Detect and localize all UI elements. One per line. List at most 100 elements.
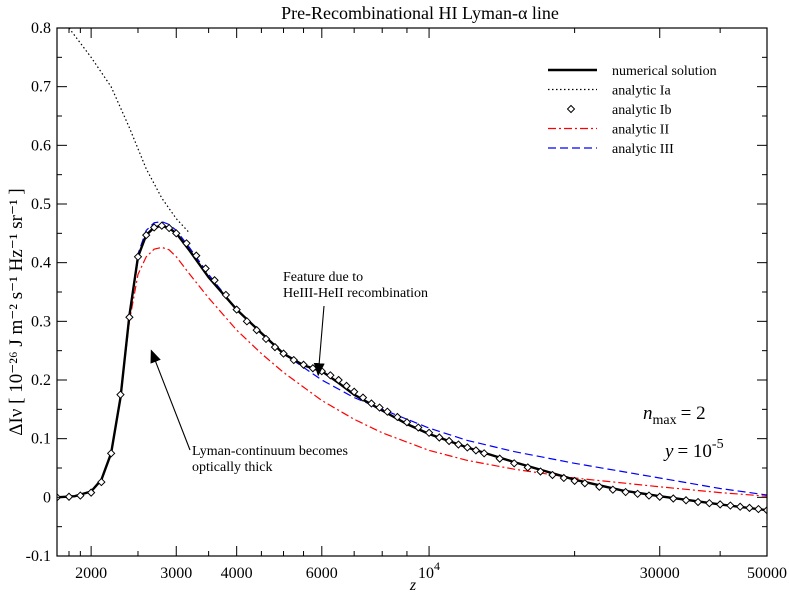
data-point-analytic-ib [444, 436, 454, 446]
y-tick-label-6: 0.5 [31, 196, 51, 213]
data-point-analytic-ib [261, 334, 271, 344]
legend-label-analytic-ia: analytic Ia [612, 84, 671, 99]
data-point-analytic-ib [133, 252, 143, 262]
data-point-analytic-ib [655, 492, 664, 501]
data-point-analytic-ib [548, 470, 557, 480]
data-point-analytic-ib [164, 223, 174, 233]
legend-marker-analytic-ib [566, 104, 576, 114]
data-point-analytic-ib [279, 349, 288, 358]
y-tick-label-4: 0.3 [31, 313, 51, 330]
data-point-analytic-ib [509, 459, 519, 468]
annotation-lyman-line-1: optically thick [192, 460, 272, 475]
legend-label-analytic-iii: analytic III [612, 142, 674, 157]
nmax-symbol: n [643, 403, 653, 424]
annotation-lyman-line-0: Lyman-continuum becomes [192, 444, 348, 459]
y-value: = 10 [677, 441, 711, 462]
data-point-analytic-ib [299, 360, 308, 369]
x-tick-exponent: 4 [434, 559, 440, 573]
x-tick-label-1: 3000 [160, 565, 192, 582]
data-point-analytic-ib [252, 325, 261, 335]
annotation-helium-line-1: HeIII-HeII recombination [283, 286, 428, 301]
parameter-y: y = 10-5 [663, 437, 724, 462]
legend-label-analytic-ii: analytic II [612, 123, 669, 138]
data-point-analytic-ib [559, 473, 569, 483]
data-point-analytic-ib [232, 305, 241, 314]
y-tick-label-1: 0 [43, 489, 51, 506]
data-point-analytic-ib [570, 476, 579, 486]
y-tick-label-3: 0.2 [31, 372, 51, 389]
x-tick-label-5: 30000 [640, 565, 680, 582]
data-point-analytic-ib [221, 290, 231, 300]
data-point-analytic-ib [735, 502, 745, 511]
x-tick-label-6: 50000 [747, 565, 787, 582]
data-point-analytic-ib [580, 479, 590, 488]
data-point-analytic-ib [142, 230, 151, 240]
data-point-analytic-ib [715, 500, 725, 509]
svg-text:y= 10-5: y = 10-5 [663, 437, 724, 462]
series-numerical-solution [57, 224, 767, 512]
data-point-analytic-ib [608, 485, 618, 494]
y-tick-label-5: 0.4 [31, 255, 51, 272]
series-analytic-ib [57, 221, 767, 515]
data-point-analytic-ib [116, 390, 125, 399]
data-point-analytic-ib [64, 492, 74, 501]
nmax-value: = 2 [681, 403, 706, 424]
data-point-analytic-ib [669, 494, 678, 503]
legend: numerical solution analytic Ia analytic Ib… [548, 64, 717, 157]
parameter-nmax: nmax = 2 [643, 403, 706, 428]
data-point-analytic-ib [495, 454, 504, 463]
data-point-analytic-ib [705, 498, 714, 508]
data-point-analytic-ib [201, 264, 210, 273]
data-point-analytic-ib [182, 239, 191, 248]
y-tick-label-2: 0.1 [31, 431, 51, 448]
data-point-analytic-ib [762, 506, 767, 515]
data-point-analytic-ib [86, 488, 96, 497]
data-point-analytic-ib [393, 412, 402, 422]
data-point-analytic-ib [745, 503, 754, 513]
data-point-analytic-ib [97, 477, 106, 487]
data-point-analytic-ib [414, 423, 423, 432]
data-point-analytic-ib [358, 393, 368, 402]
y-exponent: -5 [712, 437, 724, 452]
series-analytic-iii [57, 220, 767, 498]
data-point-analytic-ib [754, 504, 763, 514]
data-point-analytic-ib [479, 449, 489, 458]
annotation-helium-arrow [313, 305, 325, 377]
annotation-lyman-arrow [150, 349, 191, 451]
y-symbol: y [663, 441, 674, 462]
data-point-analytic-ib [424, 428, 434, 438]
data-point-analytic-ib [463, 443, 472, 452]
data-point-analytic-ib [210, 276, 219, 285]
data-point-analytic-ib [681, 496, 691, 505]
data-point-analytic-ib [270, 342, 280, 352]
data-point-analytic-ib [172, 229, 181, 238]
data-point-analytic-ib [471, 446, 481, 455]
x-axis-label: z [409, 577, 417, 594]
data-point-analytic-ib [693, 497, 703, 507]
x-tick-label-0: 2000 [75, 565, 107, 582]
y-tick-label-7: 0.6 [31, 137, 51, 154]
chart-title: Pre-Recombinational HI Lyman-α line [281, 3, 559, 23]
data-point-analytic-ib [342, 381, 351, 391]
y-axis-label: ΔIν [ 10⁻²⁶ J m⁻² s⁻¹ Hz⁻¹ sr⁻¹ ] [6, 188, 27, 435]
data-point-analytic-ib [383, 407, 392, 416]
data-point-analytic-ib [326, 371, 335, 380]
x-tick-label-4: 104 [418, 559, 440, 582]
data-point-analytic-ib [621, 487, 630, 497]
x-tick-label-2: 4000 [221, 565, 253, 582]
data-point-analytic-ib [454, 440, 463, 449]
data-point-analytic-ib [106, 449, 116, 458]
data-point-analytic-ib [125, 313, 134, 322]
data-point-analytic-ib [633, 489, 642, 499]
data-point-analytic-ib [76, 491, 85, 500]
data-point-analytic-ib [402, 418, 412, 427]
data-point-analytic-ib [523, 463, 532, 472]
data-point-analytic-ib [644, 491, 654, 500]
data-point-analytic-ib [435, 433, 444, 442]
data-point-analytic-ib [595, 482, 604, 491]
data-point-analytic-ib [536, 467, 545, 476]
x-tick-label-3: 6000 [306, 565, 338, 582]
data-point-analytic-ib [334, 375, 343, 385]
